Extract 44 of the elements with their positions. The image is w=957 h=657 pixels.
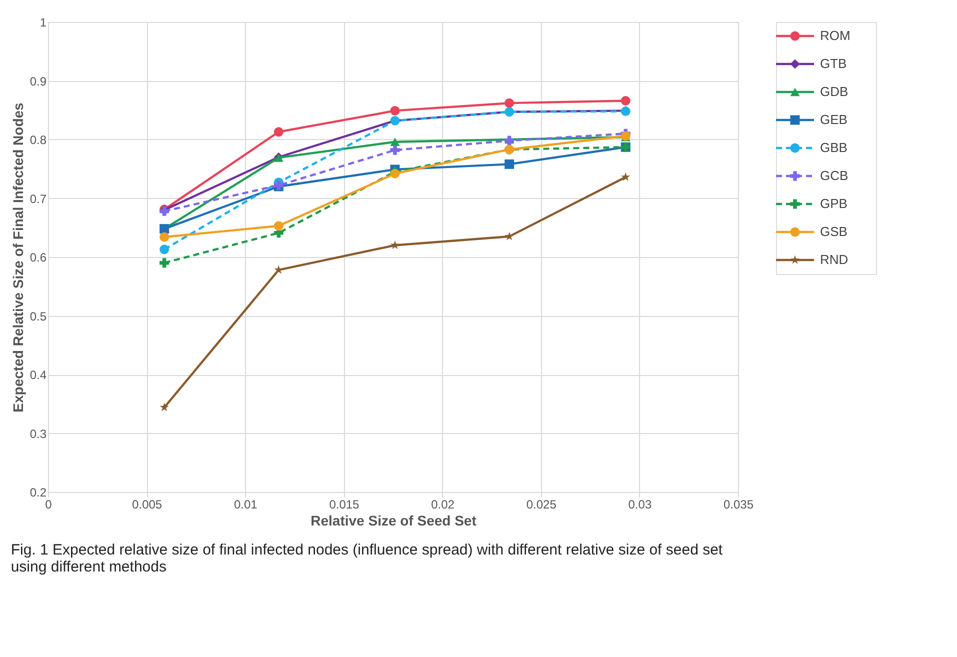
y-tick-label: 0.7 (30, 192, 47, 206)
legend-label: GPB (820, 196, 848, 211)
point (504, 232, 514, 240)
y-tick-label: 0.9 (30, 74, 47, 88)
point (274, 127, 284, 137)
y-axis-title: Expected Relative Size of Final Infected Nodes (10, 102, 26, 412)
y-tick-label: 0.4 (30, 368, 47, 382)
legend-label: GEB (820, 112, 848, 127)
y-tick-label: 0.2 (30, 486, 47, 500)
point (390, 138, 400, 146)
point (390, 106, 400, 116)
legend-label: ROM (820, 28, 850, 43)
legend-label: RND (820, 252, 848, 267)
x-tick-label: 0.025 (526, 498, 557, 512)
point (504, 98, 514, 108)
legend-label: GCB (820, 168, 848, 183)
x-tick-label: 0.03 (628, 498, 652, 512)
x-tick-label: 0.035 (723, 498, 754, 512)
point (504, 159, 514, 169)
x-tick-label: 0 (45, 498, 52, 512)
caption: Fig. 1 Expected relative size of final infected nodes (influence spread) with different relative size of seed set using different methods (10, 542, 724, 576)
x-tick-label: 0.005 (132, 498, 162, 512)
point (160, 258, 170, 268)
y-tick-label: 0.5 (30, 309, 47, 324)
x-tick-label: 0.015 (329, 498, 360, 512)
y-tick-label: 0.6 (30, 250, 47, 264)
legend-label: GBB (820, 140, 848, 155)
x-axis-title: Relative Size of Seed Set (310, 512, 477, 528)
point (160, 232, 170, 242)
point (274, 221, 284, 231)
point (390, 240, 400, 250)
x-tick-label: 0.01 (234, 498, 258, 512)
y-tick-label: 0.8 (30, 133, 47, 147)
y-tick-label: 0.3 (30, 426, 47, 441)
point (160, 402, 169, 412)
point (620, 96, 630, 106)
x-tick-label: 0.02 (431, 498, 455, 512)
legend-label: GDB (820, 84, 848, 99)
legend-label: GTB (820, 56, 847, 71)
point (621, 172, 630, 181)
legend-label: GSB (820, 224, 848, 239)
y-tick-label: 1 (40, 16, 47, 30)
point (390, 145, 400, 155)
point (160, 244, 170, 254)
